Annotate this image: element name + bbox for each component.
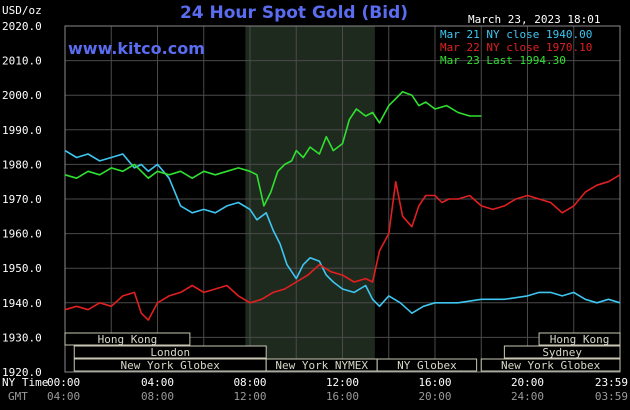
- chart-title: 24 Hour Spot Gold (Bid): [180, 3, 408, 23]
- y-tick-label: 2000.0: [2, 89, 42, 102]
- x-tick-label-ny: 23:59: [595, 376, 628, 389]
- session-box: [73, 345, 267, 359]
- legend: Mar 21 NY close 1940.00 Mar 22 NY close …: [440, 28, 592, 67]
- session-label: New York NYMEX: [275, 359, 368, 372]
- series-line-2: [64, 174, 621, 321]
- x-tick-label-ny: 04:00: [141, 376, 174, 389]
- legend-entry-mar22: Mar 22 NY close 1970.10: [440, 41, 592, 54]
- x-tick-label-gmt: 16:00: [326, 390, 359, 403]
- x-tick-label-ny: 00:00: [47, 376, 80, 389]
- y-axis-label: USD/oz: [2, 4, 42, 17]
- session-block: New York NYMEX: [265, 358, 378, 372]
- x-tick-label-gmt: 20:00: [418, 390, 451, 403]
- chart-datetime: March 23, 2023 18:01: [468, 13, 600, 26]
- x-tick-label-ny: 20:00: [511, 376, 544, 389]
- session-block: NY Globex: [376, 358, 478, 372]
- x-tick-label-gmt: 04:00: [47, 390, 80, 403]
- session-box: [503, 345, 621, 359]
- x-tick-label-gmt: 12:00: [233, 390, 266, 403]
- session-block: Hong Kong: [64, 332, 191, 346]
- y-tick-label: 1950.0: [2, 262, 42, 275]
- x-tick-label-ny: 16:00: [418, 376, 451, 389]
- x-tick-label-gmt: 03:59: [595, 390, 628, 403]
- y-tick-label: 1980.0: [2, 158, 42, 171]
- brand-url: www.kitco.com: [68, 39, 205, 58]
- session-label: London: [150, 346, 190, 359]
- session-box: [64, 332, 191, 346]
- y-tick-label: 1990.0: [2, 124, 42, 137]
- x-tick-labels: 00:0004:0004:0008:0008:0012:0012:0016:00…: [47, 376, 628, 403]
- y-tick-label: 1920.0: [2, 366, 42, 379]
- ny-time-row-label: NY Time: [2, 376, 48, 389]
- session-block: Hong Kong: [538, 332, 621, 346]
- session-block: London: [73, 345, 267, 359]
- grid-lines: [65, 25, 620, 373]
- x-tick-label-ny: 08:00: [233, 376, 266, 389]
- session-label: Hong Kong: [98, 333, 158, 346]
- y-tick-label: 1940.0: [2, 297, 42, 310]
- session-label: New York Globex: [501, 359, 601, 372]
- legend-entry-mar23: Mar 23 Last 1994.30: [440, 54, 566, 67]
- y-tick-label: 2020.0: [2, 20, 42, 33]
- session-block: Sydney: [503, 345, 621, 359]
- y-tick-label: 2010.0: [2, 55, 42, 68]
- session-label: Hong Kong: [550, 333, 610, 346]
- x-tick-label-gmt: 08:00: [141, 390, 174, 403]
- session-label: NY Globex: [397, 359, 457, 372]
- plot-frame: [64, 25, 621, 373]
- session-box: [480, 358, 621, 372]
- session-label: Sydney: [542, 346, 582, 359]
- y-tick-labels: 2020.0 2010.0 2000.0 1990.0 1980.0 1970.0 1960…: [2, 20, 42, 379]
- y-tick-label: 1930.0: [2, 331, 42, 344]
- session-box: [376, 358, 478, 372]
- price-series: [64, 90, 621, 321]
- x-tick-label-gmt: 24:00: [511, 390, 544, 403]
- gmt-row-label: GMT: [8, 390, 28, 403]
- series-line-3: [64, 90, 482, 207]
- session-box: [538, 332, 621, 346]
- session-label: New York Globex: [121, 359, 221, 372]
- legend-entry-mar21: Mar 21 NY close 1940.00: [440, 28, 592, 41]
- series-line-1: [64, 149, 621, 315]
- y-tick-label: 1960.0: [2, 228, 42, 241]
- x-tick-label-ny: 12:00: [326, 376, 359, 389]
- session-block: New York Globex: [480, 358, 621, 372]
- session-block: New York Globex: [73, 358, 267, 372]
- y-tick-label: 1970.0: [2, 193, 42, 206]
